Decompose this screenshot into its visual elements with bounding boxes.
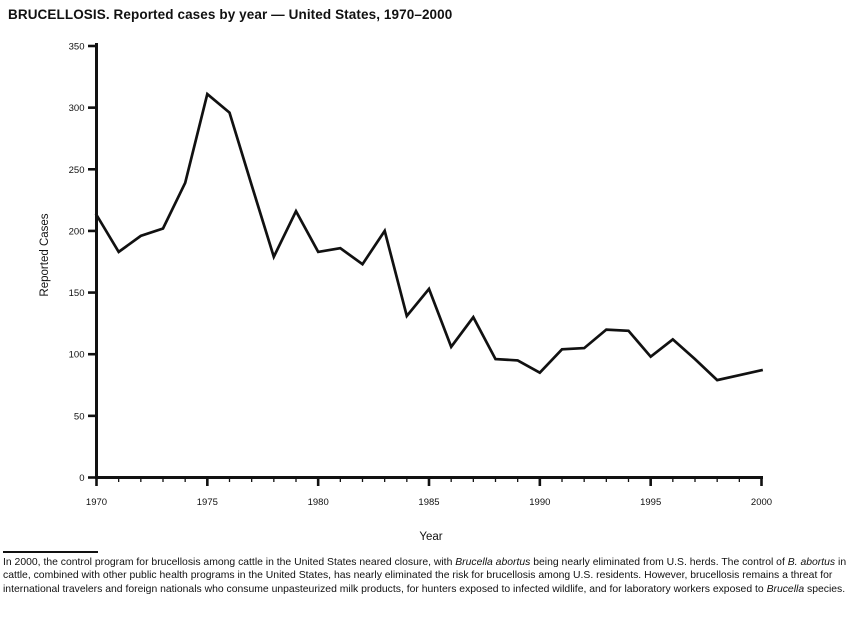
footnote-block: In 2000, the control program for brucell… xyxy=(3,551,855,596)
x-axis-tick-label: 1995 xyxy=(640,497,661,508)
x-axis-tick-label: 2000 xyxy=(751,497,772,508)
x-axis-tick-label: 1975 xyxy=(197,497,218,508)
reported-cases-series-line xyxy=(94,91,764,382)
x-axis-tick-label: 1970 xyxy=(86,497,107,508)
y-axis-tick-label: 0 xyxy=(79,473,84,484)
x-axis-tick-label: 1980 xyxy=(308,497,329,508)
footnote-text-run: In 2000, the control program for brucell… xyxy=(3,557,456,568)
footnote-text: In 2000, the control program for brucell… xyxy=(3,556,855,596)
line-chart: 0 50 100 150 200 250 300 350 1970 1975 1980 1985 199… xyxy=(39,42,772,544)
y-axis-tick-label: 50 xyxy=(74,411,85,422)
footnote-text-run: in cattle, combined with other public he… xyxy=(3,557,847,595)
x-axis-tick-label: 1985 xyxy=(418,497,439,508)
footnote-rule xyxy=(3,551,98,553)
y-axis-tick-label: 250 xyxy=(69,165,85,176)
y-axis-tick-label: 350 xyxy=(69,42,85,53)
footnote-italic-term: Brucella abortus xyxy=(455,557,531,568)
x-axis-tick-label: 1990 xyxy=(529,497,550,508)
y-axis-title: Reported Cases xyxy=(39,213,51,296)
chart-title: BRUCELLOSIS. Reported cases by year — Un… xyxy=(8,7,453,22)
footnote-text-run: species. xyxy=(804,583,846,595)
x-axis-title: Year xyxy=(419,531,442,543)
y-axis-tick-label: 200 xyxy=(69,226,85,237)
footnote-italic-term: B. abortus xyxy=(787,557,836,568)
footnote-italic-term: Brucella xyxy=(766,583,805,595)
y-axis-tick-label: 150 xyxy=(69,288,85,299)
y-axis-tick-label: 300 xyxy=(69,103,85,114)
y-axis-tick-label: 100 xyxy=(69,350,85,361)
footnote-text-run: being nearly eliminated from U.S. herds.… xyxy=(530,557,788,568)
